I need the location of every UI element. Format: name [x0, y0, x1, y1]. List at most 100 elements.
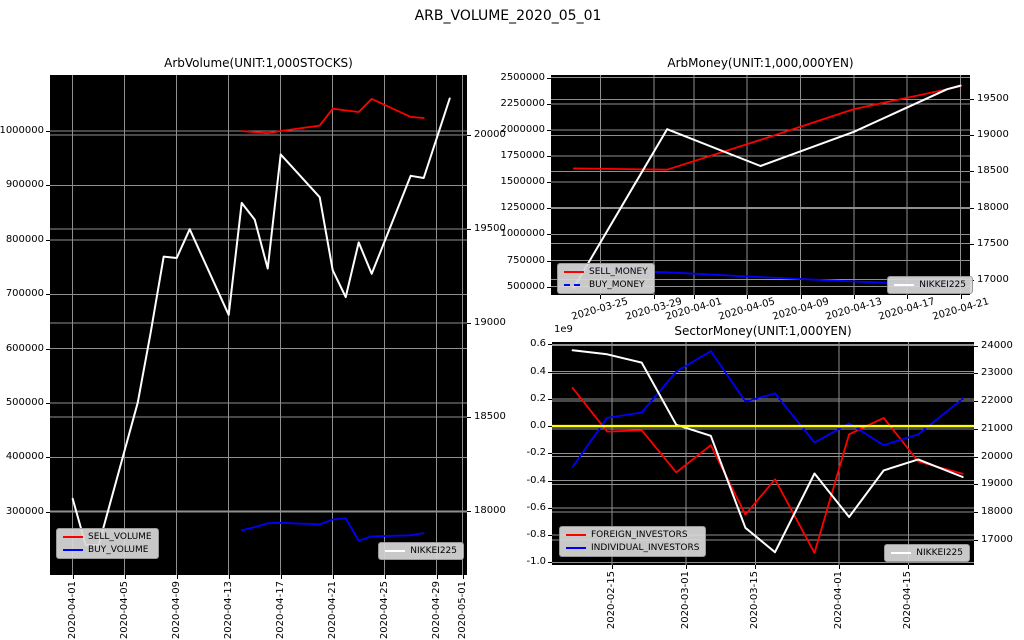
tick-mark	[548, 481, 552, 482]
x-tick-label-text: 2020-04-09	[171, 581, 182, 640]
series-sell-money	[572, 85, 962, 171]
y-tick-label-left: 2000000	[500, 124, 545, 135]
x-tick-label-text: 2020-03-01	[680, 571, 691, 630]
y-tick-label-left: 0.6	[530, 338, 546, 349]
x-tick-label-text: 2020-04-15	[902, 571, 913, 630]
tick-mark	[548, 562, 552, 563]
arbmoney-title: ArbMoney(UNIT:1,000,000YEN)	[667, 56, 854, 70]
legend-arbmoney-series: SELL_MONEY BUY_MONEY	[557, 263, 655, 294]
tick-mark	[548, 535, 552, 536]
x-tick-label-text: 2020-04-13	[223, 581, 234, 640]
y-tick-label-right: 18500	[977, 165, 1009, 176]
tick-mark	[547, 182, 551, 183]
tick-mark	[385, 575, 386, 579]
tick-mark	[548, 453, 552, 454]
tick-mark	[46, 457, 50, 458]
legend-label: FOREIGN_INVESTORS	[591, 530, 688, 540]
series-nikkei225	[71, 97, 451, 547]
buy-money-line-swatch	[564, 284, 584, 286]
tick-mark	[970, 99, 974, 100]
tick-mark	[686, 565, 687, 569]
tick-mark	[467, 417, 471, 418]
y-tick-label-left: 0.2	[530, 393, 546, 404]
tick-mark	[974, 346, 978, 347]
x-tick-label-text: 2020-04-05	[119, 581, 130, 640]
x-tick-label-text: 2020-03-15	[749, 571, 760, 630]
y-tick-label-right: 22000	[981, 395, 1013, 406]
legend-label: NIKKEI225	[410, 546, 457, 556]
y-tick-label-right: 19500	[474, 223, 506, 234]
y-tick-label-left: -0.6	[526, 502, 546, 513]
x-tick-label-text: 2020-04-21	[327, 581, 338, 640]
y-tick-label-left: 1250000	[500, 202, 545, 213]
x-tick-label-text: 2020-03-25	[570, 296, 630, 323]
y-tick-label-left: -0.8	[526, 529, 546, 540]
legend-label: SELL_VOLUME	[88, 532, 152, 542]
legend-label: BUY_MONEY	[589, 280, 645, 290]
tick-mark	[854, 295, 855, 299]
y-tick-label-left: 1500000	[500, 176, 545, 187]
tick-mark	[46, 349, 50, 350]
nikkei-line-swatch	[891, 552, 912, 554]
tick-mark	[600, 295, 601, 299]
x-tick-label-text: 2020-04-21	[931, 296, 991, 323]
x-tick-label: 2020-04-17	[275, 581, 333, 639]
legend-arbvolume-nikkei: NIKKEI225	[378, 542, 464, 560]
tick-mark	[970, 244, 974, 245]
buy-volume-line-swatch	[63, 549, 83, 551]
x-tick-label: 2020-04-25	[379, 581, 437, 639]
y-tick-label-left: 900000	[5, 179, 44, 190]
x-tick-label-text: 2020-04-09	[771, 296, 831, 323]
tick-mark	[612, 565, 613, 569]
tick-mark	[970, 208, 974, 209]
y-tick-label-right: 18000	[981, 506, 1013, 517]
y-tick-label-left: 1750000	[500, 150, 545, 161]
y-tick-label-right: 19000	[474, 317, 506, 328]
tick-mark	[46, 294, 50, 295]
tick-mark	[46, 131, 50, 132]
legend-label: NIKKEI225	[916, 548, 963, 558]
tick-mark	[463, 575, 464, 579]
y-tick-label-right: 18500	[474, 411, 506, 422]
x-tick-label: 2020-05-01	[457, 581, 515, 639]
sectormoney-title: SectorMoney(UNIT:1,000YEN)	[674, 324, 852, 338]
tick-mark	[961, 295, 962, 299]
legend-row: NIKKEI225	[891, 548, 963, 558]
series-sell-volume	[240, 97, 425, 135]
tick-mark	[694, 295, 695, 299]
tick-mark	[547, 208, 551, 209]
tick-mark	[281, 575, 282, 579]
legend-label: INDIVIDUAL_INVESTORS	[591, 543, 700, 553]
y-tick-label-right: 17000	[981, 534, 1013, 545]
y-tick-label-left: -0.4	[526, 475, 546, 486]
tick-mark	[548, 344, 552, 345]
sectormoney-axis-multiplier: 1e9	[554, 324, 573, 335]
legend-row: NIKKEI225	[894, 280, 966, 290]
y-tick-label-right: 20000	[981, 451, 1013, 462]
individual-investors-line-swatch	[566, 547, 586, 549]
y-tick-label-left: 800000	[5, 234, 44, 245]
tick-mark	[46, 403, 50, 404]
tick-mark	[125, 575, 126, 579]
x-tick-label-text: 2020-04-29	[431, 581, 442, 640]
legend-label: SELL_MONEY	[589, 267, 648, 277]
legend-row: BUY_MONEY	[564, 280, 648, 290]
tick-mark	[974, 373, 978, 374]
tick-mark	[467, 511, 471, 512]
tick-mark	[46, 185, 50, 186]
tick-mark	[467, 135, 471, 136]
tick-mark	[547, 261, 551, 262]
y-tick-label-right: 19500	[977, 93, 1009, 104]
y-tick-label-left: 0.0	[530, 420, 546, 431]
y-tick-label-left: 0.4	[530, 366, 546, 377]
y-tick-label-left: 2250000	[500, 98, 545, 109]
y-tick-label-right: 17000	[977, 274, 1009, 285]
tick-mark	[974, 429, 978, 430]
legend-arbvolume-series: SELL_VOLUME BUY_VOLUME	[56, 528, 159, 559]
y-tick-label-left: -1.0	[526, 556, 546, 567]
legend-sectormoney-series: FOREIGN_INVESTORS INDIVIDUAL_INVESTORS	[559, 526, 707, 557]
main-title: ARB_VOLUME_2020_05_01	[414, 8, 602, 24]
x-tick-label-text: 2020-04-01	[833, 571, 844, 630]
series-nikkei225	[572, 84, 962, 289]
